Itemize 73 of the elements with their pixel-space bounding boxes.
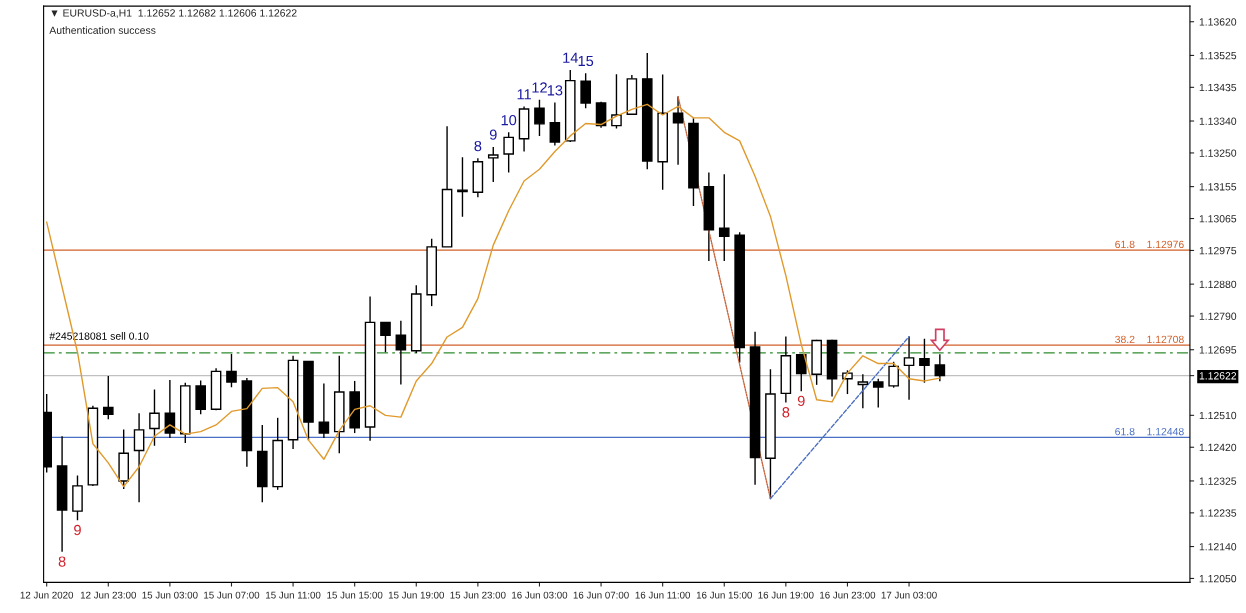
y-tick-label: 1.13250: [1199, 149, 1237, 157]
candlestick: [149, 388, 160, 447]
candlestick: [534, 99, 545, 137]
candlestick: [934, 353, 946, 382]
candlestick: [133, 412, 145, 503]
x-tick-label: 12 Jun 2020: [20, 591, 74, 599]
x-tick-label: 15 Jun 19:00: [388, 591, 444, 599]
y-tick-label: 1.12420: [1199, 443, 1237, 452]
candlestick: [888, 361, 899, 389]
y-tick-label: 1.13065: [1199, 215, 1237, 223]
candlestick: [903, 335, 915, 401]
candlestick: [457, 156, 468, 218]
y-tick-label: 1.13340: [1199, 117, 1237, 125]
text: 15: [578, 55, 594, 67]
y-tick-label: 1.12790: [1199, 312, 1237, 320]
x-tick-label: 16 Jun 11:00: [635, 591, 691, 599]
candlestick: [487, 146, 499, 183]
chart-title: ▼ EURUSD-a,H1 1.12652 1.12682 1.12606 1.12622: [51, 9, 297, 18]
y-tick-label: 1.13525: [1199, 51, 1237, 60]
x-tick-label: 15 Jun 11:00: [266, 591, 321, 599]
x-tick-label: 12 Jun 23:00: [80, 591, 137, 599]
y-tick-label: 1.12235: [1199, 509, 1237, 517]
y-tick-label: 1.12975: [1199, 246, 1237, 255]
candlestick: [380, 321, 391, 353]
text: 8: [474, 140, 482, 152]
candlestick: [503, 131, 514, 174]
y-tick-label: 1.12050: [1199, 574, 1237, 583]
text: 11: [517, 89, 531, 100]
x-tick-label: 16 Jun 23:00: [820, 591, 876, 599]
y-tick-label: 1.13620: [1199, 18, 1237, 26]
text: 13: [547, 85, 563, 96]
candlestick: [872, 378, 884, 409]
text: 9: [797, 395, 805, 407]
y-tick-label: 1.12880: [1199, 280, 1237, 289]
candlestick: [395, 319, 407, 386]
x-tick-label: 15 Jun 03:00: [142, 591, 198, 599]
ref-line-label: 61.8 1.12976: [1115, 240, 1184, 249]
text: Authentication success: [49, 26, 156, 34]
x-tick-label: 15 Jun 07:00: [204, 591, 260, 599]
ref-line-label: 61.8 1.12448: [1115, 427, 1184, 436]
text: 8: [782, 407, 790, 418]
y-tick-label: 1.12325: [1199, 477, 1237, 485]
y-tick-label: 1.12622: [1199, 372, 1237, 380]
candlestick: [102, 375, 114, 420]
candlestick: [857, 373, 869, 409]
x-tick-label: 16 Jun 07:00: [573, 591, 629, 599]
candlestick: [611, 73, 622, 130]
candlestick: [919, 338, 930, 384]
y-tick-label: 1.13155: [1199, 183, 1237, 191]
y-tick-label: 1.12695: [1199, 346, 1237, 354]
y-tick-label: 1.12140: [1199, 543, 1237, 551]
text: 10: [501, 114, 517, 126]
x-tick-label: 15 Jun 23:00: [450, 591, 506, 599]
candlestick: [195, 379, 206, 415]
candlestick: [795, 353, 807, 392]
text: 9: [74, 524, 81, 536]
text: 9: [489, 129, 497, 140]
x-tick-label: 16 Jun 15:00: [696, 591, 752, 599]
candlestick: [718, 173, 730, 262]
text: 12: [532, 82, 547, 93]
text: 14: [563, 52, 578, 63]
candlestick: [549, 101, 561, 147]
candlestick: [580, 72, 591, 109]
x-tick-label: 16 Jun 03:00: [512, 591, 568, 599]
text: 8: [58, 556, 66, 567]
candlestick: [226, 353, 237, 389]
y-tick-label: 1.12510: [1199, 411, 1237, 420]
ref-line-label: 38.2 1.12708: [1115, 335, 1184, 344]
x-tick-label: 16 Jun 19:00: [758, 591, 814, 599]
x-tick-label: 17 Jun 03:00: [881, 591, 937, 599]
candlestick: [318, 382, 330, 439]
y-tick-label: 1.13435: [1199, 83, 1237, 92]
x-tick-label: 15 Jun 15:00: [327, 591, 383, 599]
